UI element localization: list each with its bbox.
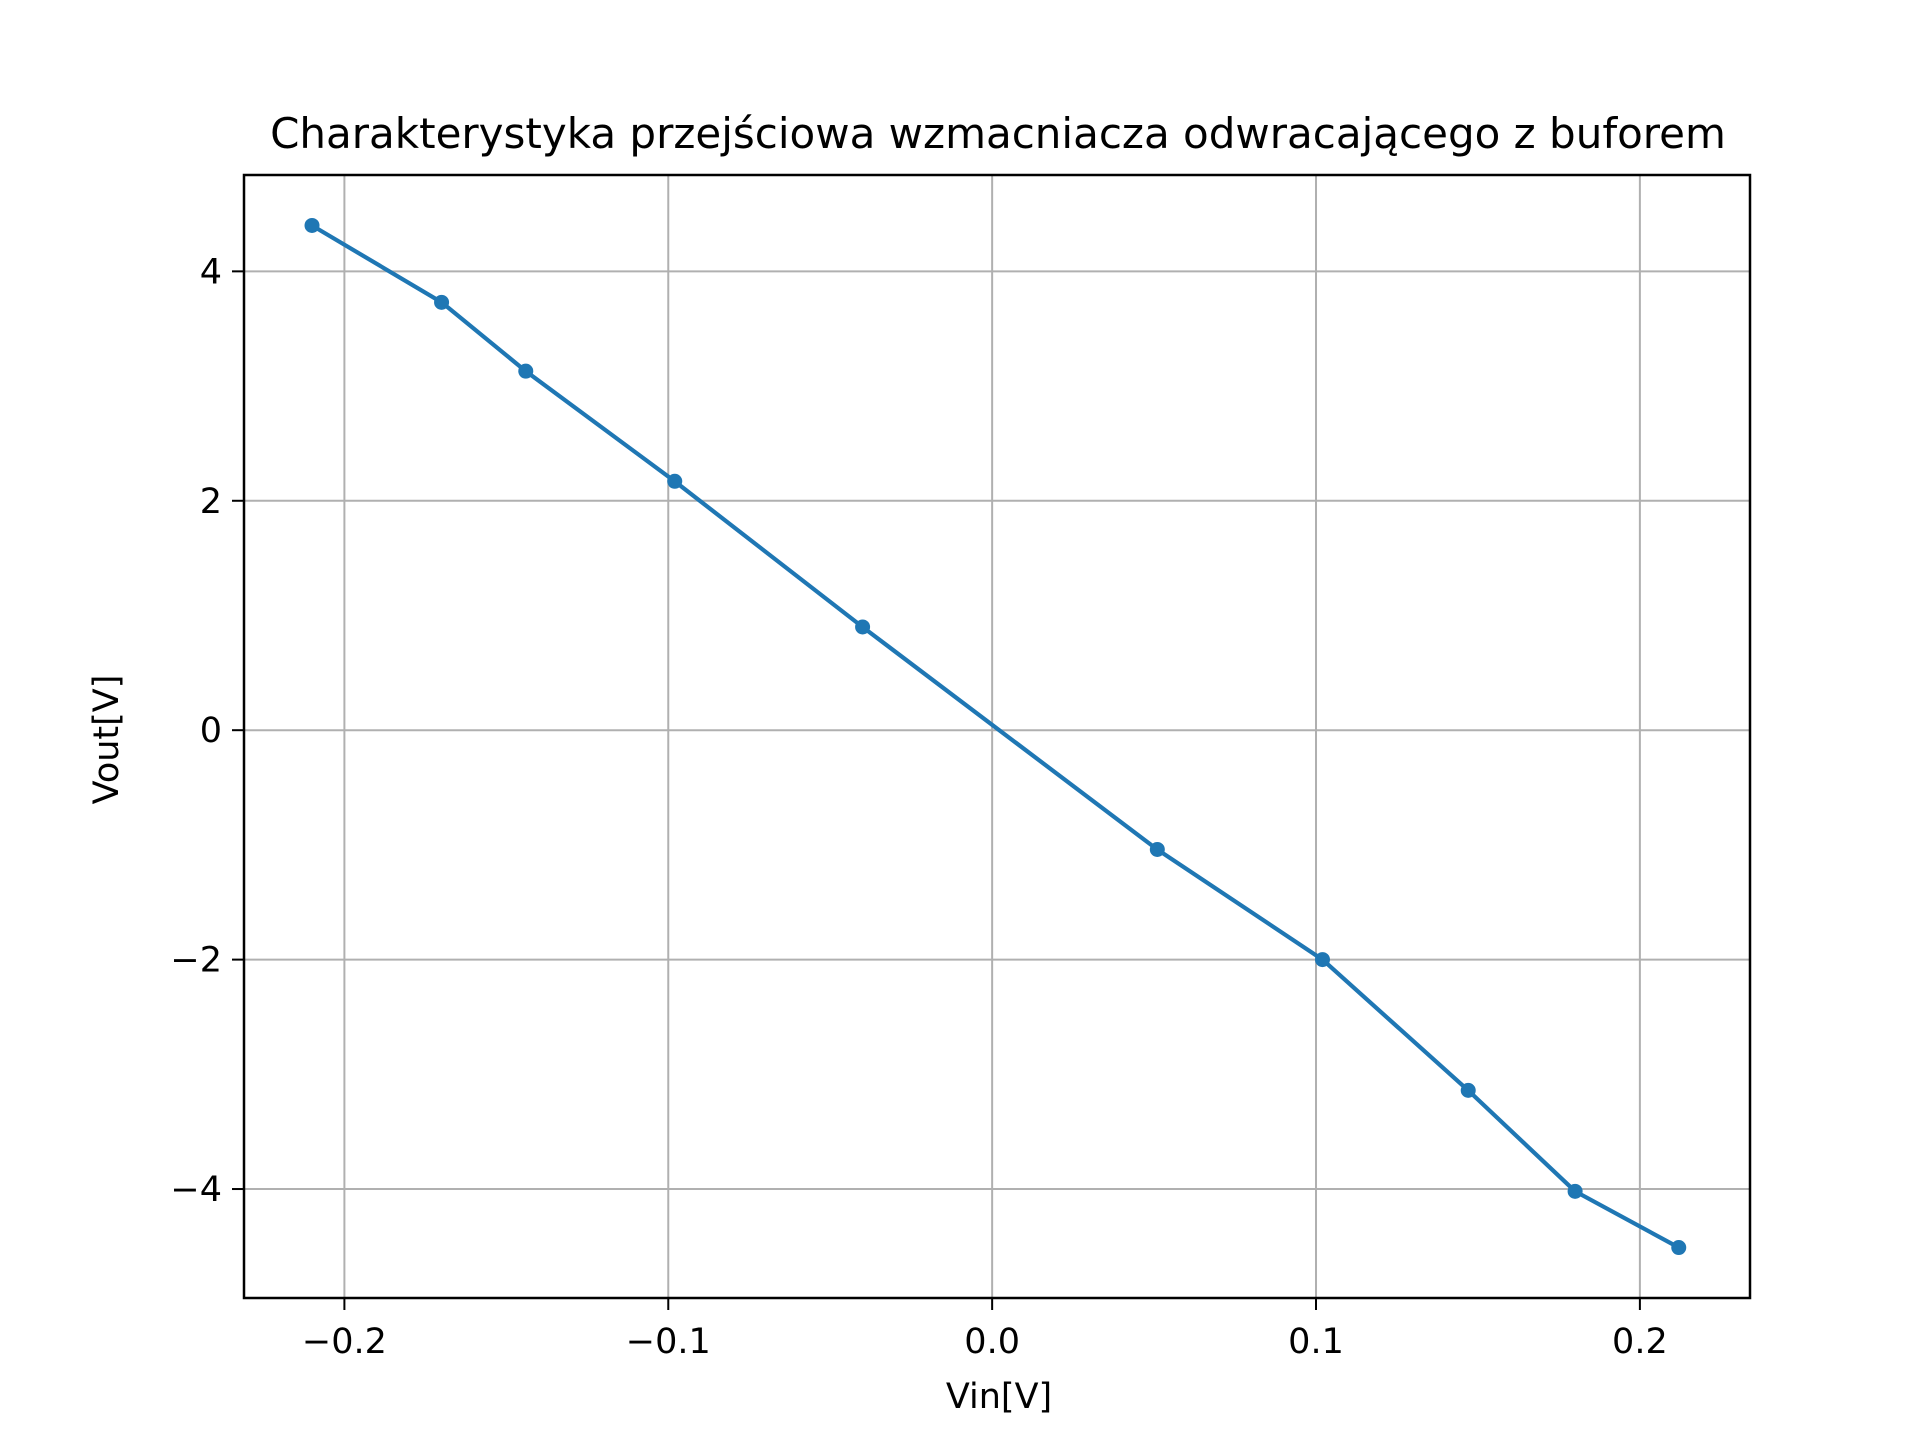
data-point <box>434 294 450 310</box>
data-point <box>1314 952 1330 968</box>
y-tick-label: −2 <box>170 941 222 981</box>
x-tick-label: 0.0 <box>964 1322 1020 1362</box>
y-axis-label: Vout[V] <box>87 675 127 805</box>
data-point <box>1149 841 1165 857</box>
grid <box>244 175 1750 1298</box>
data-point <box>855 619 871 635</box>
ticks: −0.2 −0.1 0.0 0.1 0.2 −4 −2 0 2 4 <box>170 252 1667 1362</box>
data-point <box>518 363 534 379</box>
data-point <box>1460 1082 1476 1098</box>
x-tick-label: −0.1 <box>626 1322 711 1362</box>
x-axis-label: Vin[V] <box>946 1377 1052 1417</box>
x-tick-label: 0.1 <box>1288 1322 1344 1362</box>
y-tick-label: 0 <box>200 711 222 751</box>
data-point <box>304 217 320 233</box>
x-tick-label: 0.2 <box>1612 1322 1668 1362</box>
data-point <box>667 473 683 489</box>
chart-title: Charakterystyka przejściowa wzmacniacza … <box>270 109 1726 158</box>
x-tick-label: −0.2 <box>302 1322 387 1362</box>
plot-frame <box>242 173 1752 1300</box>
data-point <box>1671 1240 1687 1256</box>
y-tick-label: 4 <box>200 252 222 292</box>
series-layer <box>304 217 1687 1256</box>
y-tick-label: 2 <box>200 482 222 522</box>
y-tick-label: −4 <box>170 1170 222 1210</box>
data-point <box>1567 1183 1583 1199</box>
series-line <box>310 223 1680 1250</box>
